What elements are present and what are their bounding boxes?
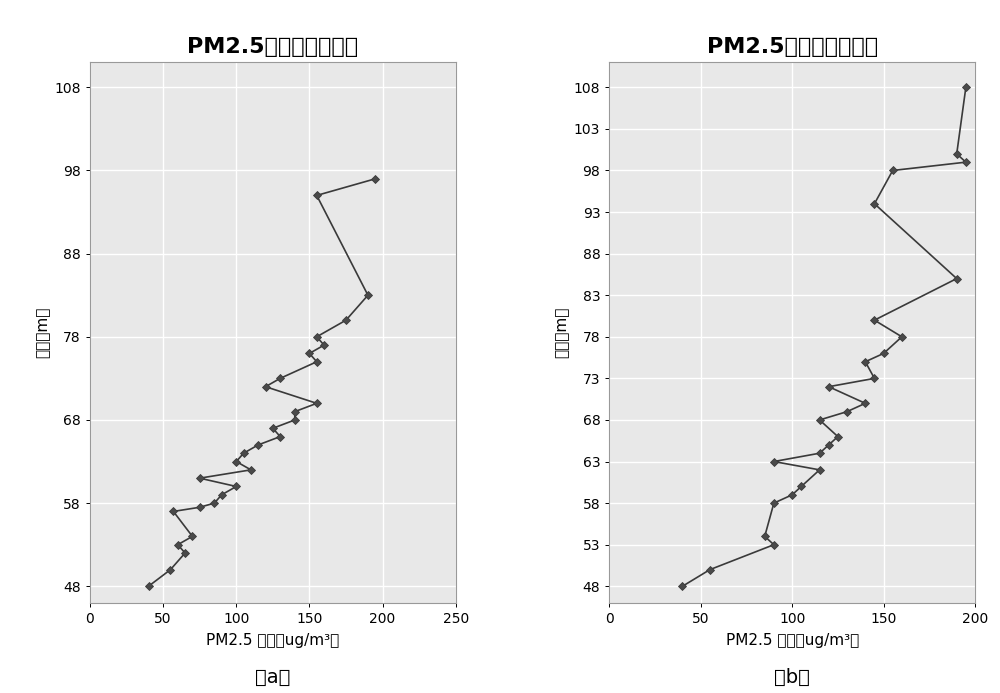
Text: （a）: （a） xyxy=(255,668,291,687)
Text: （b）: （b） xyxy=(774,668,810,687)
Y-axis label: 高度（m）: 高度（m） xyxy=(555,307,570,358)
Y-axis label: 高度（m）: 高度（m） xyxy=(35,307,50,358)
X-axis label: PM2.5 浓度（ug/m³）: PM2.5 浓度（ug/m³） xyxy=(206,633,339,648)
Title: PM2.5随高度变化曲线: PM2.5随高度变化曲线 xyxy=(187,37,358,57)
Title: PM2.5随高度变化曲线: PM2.5随高度变化曲线 xyxy=(707,37,878,57)
X-axis label: PM2.5 浓度（ug/m³）: PM2.5 浓度（ug/m³） xyxy=(726,633,859,648)
